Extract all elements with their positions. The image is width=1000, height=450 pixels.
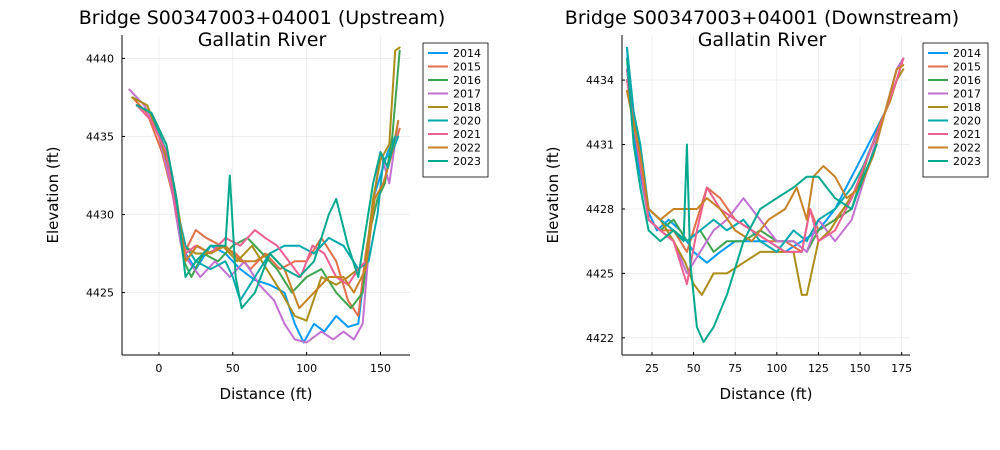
y-tick-label: 4434 xyxy=(586,74,614,87)
y-tick-label: 4430 xyxy=(86,209,114,222)
legend-label-2021: 2021 xyxy=(953,128,981,141)
legend-label-2018: 2018 xyxy=(453,101,481,114)
legend-box xyxy=(422,42,489,178)
legend-label-2020: 2020 xyxy=(953,115,981,128)
legend-label-2020: 2020 xyxy=(453,115,481,128)
legend-label-2015: 2015 xyxy=(953,61,981,74)
legend-label-2022: 2022 xyxy=(953,142,981,155)
legend-label-2017: 2017 xyxy=(953,88,981,101)
x-tick-label: 150 xyxy=(850,362,871,375)
legend-label-2015: 2015 xyxy=(453,61,481,74)
series-line-2021 xyxy=(626,57,905,286)
legend-label-2017: 2017 xyxy=(453,88,481,101)
legend-label-2014: 2014 xyxy=(453,47,481,60)
x-tick-label: 50 xyxy=(226,362,240,375)
x-tick-label: 100 xyxy=(296,362,317,375)
y-tick-label: 4425 xyxy=(586,267,614,280)
series-line-2023 xyxy=(135,104,397,310)
legend-label-2014: 2014 xyxy=(953,47,981,60)
x-axis-label: Distance (ft) xyxy=(720,385,813,403)
y-axis-label: Elevation (ft) xyxy=(44,146,62,243)
x-tick-label: 125 xyxy=(808,362,829,375)
x-tick-label: 75 xyxy=(728,362,742,375)
y-axis-label: Elevation (ft) xyxy=(544,146,562,243)
chart-title-line-2: Gallatin River xyxy=(698,29,827,51)
legend-label-2021: 2021 xyxy=(453,128,481,141)
y-tick-label: 4425 xyxy=(86,287,114,300)
series-line-2023 xyxy=(626,57,878,344)
y-tick-label: 4440 xyxy=(86,52,114,65)
y-tick-label: 4435 xyxy=(86,130,114,143)
chart-title-line-1: Bridge S00347003+04001 (Downstream) xyxy=(565,7,959,29)
x-tick-label: 175 xyxy=(891,362,912,375)
legend-label-2023: 2023 xyxy=(453,155,481,168)
series-line-2017 xyxy=(128,88,400,344)
chart-panel-1: 0 50 100 150 4425 4430 4435 4440 Bridge S0034700… xyxy=(44,7,489,403)
x-tick-label: 0 xyxy=(155,362,162,375)
y-tick-label: 4431 xyxy=(586,139,614,152)
legend-label-2022: 2022 xyxy=(453,142,481,155)
y-tick-label: 4428 xyxy=(586,203,614,216)
legend-box xyxy=(922,42,989,178)
legend-label-2023: 2023 xyxy=(953,155,981,168)
x-tick-label: 50 xyxy=(687,362,701,375)
series-group xyxy=(128,46,401,344)
x-tick-label: 25 xyxy=(645,362,659,375)
chart-title-line-2: Gallatin River xyxy=(198,29,327,51)
legend-label-2016: 2016 xyxy=(453,74,481,87)
chart-title-line-1: Bridge S00347003+04001 (Upstream) xyxy=(79,7,446,29)
legend-label-2016: 2016 xyxy=(953,74,981,87)
series-line-2021 xyxy=(135,104,367,286)
chart-panel-2: 25 50 75 100 125 150 175 4422 4425 4428 4431 4434 Br… xyxy=(544,7,989,403)
x-tick-label: 150 xyxy=(370,362,391,375)
series-line-2022 xyxy=(626,64,905,243)
legend-label-2018: 2018 xyxy=(953,101,981,114)
y-tick-label: 4422 xyxy=(586,332,614,345)
x-axis-label: Distance (ft) xyxy=(220,385,313,403)
x-tick-label: 100 xyxy=(766,362,787,375)
series-group xyxy=(626,46,905,344)
series-line-2014 xyxy=(135,104,397,344)
